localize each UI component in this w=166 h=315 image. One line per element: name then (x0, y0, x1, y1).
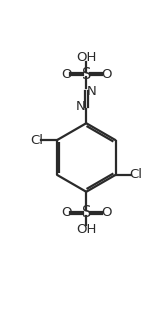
Text: O: O (101, 68, 112, 81)
Text: N: N (76, 100, 86, 113)
Text: OH: OH (76, 223, 96, 236)
Text: S: S (82, 205, 91, 220)
Text: OH: OH (76, 51, 96, 65)
Text: Cl: Cl (31, 134, 43, 147)
Text: O: O (101, 207, 112, 220)
Text: N: N (87, 85, 96, 98)
Text: O: O (61, 207, 71, 220)
Text: S: S (82, 67, 91, 82)
Text: O: O (61, 68, 71, 81)
Text: Cl: Cl (129, 168, 142, 181)
